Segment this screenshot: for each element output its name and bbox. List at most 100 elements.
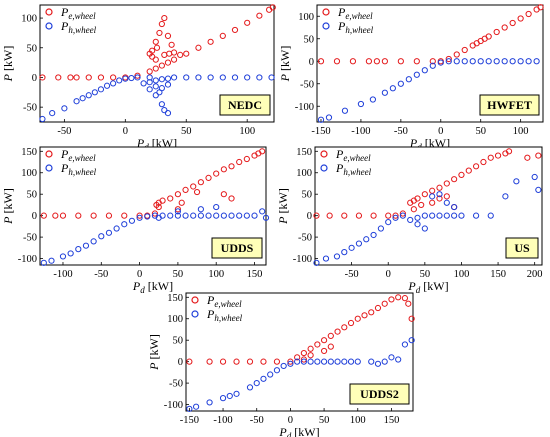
y-tick-label: 100 bbox=[21, 14, 37, 25]
point-h-wheel bbox=[213, 212, 220, 219]
point-e-wheel bbox=[370, 212, 377, 219]
point-h-wheel bbox=[369, 96, 377, 103]
point-h-wheel bbox=[253, 380, 260, 387]
point-e-wheel bbox=[418, 201, 425, 209]
point-h-wheel bbox=[73, 98, 80, 105]
x-tick-label: -100 bbox=[53, 269, 72, 280]
point-e-wheel bbox=[413, 58, 420, 65]
legend-entry: Pe,wheel bbox=[335, 147, 371, 163]
point-h-wheel bbox=[374, 360, 382, 367]
point-h-wheel bbox=[97, 86, 105, 93]
point-h-wheel bbox=[453, 58, 460, 65]
point-h-wheel bbox=[186, 405, 193, 412]
point-h-wheel bbox=[174, 212, 181, 219]
point-e-wheel bbox=[307, 352, 314, 359]
point-e-wheel bbox=[197, 179, 204, 186]
point-h-wheel bbox=[206, 399, 213, 406]
point-h-wheel bbox=[385, 218, 392, 226]
point-h-wheel bbox=[243, 212, 250, 219]
point-h-wheel bbox=[451, 203, 458, 211]
legend-marker bbox=[322, 8, 330, 16]
point-e-wheel bbox=[314, 341, 321, 348]
point-h-wheel bbox=[49, 109, 56, 117]
cycle-label: NEDC bbox=[228, 98, 262, 112]
point-h-wheel bbox=[443, 199, 450, 206]
point-e-wheel bbox=[228, 163, 235, 170]
point-e-wheel bbox=[259, 148, 266, 155]
point-e-wheel bbox=[320, 337, 328, 344]
point-h-wheel bbox=[146, 79, 153, 86]
point-e-wheel bbox=[472, 163, 480, 170]
point-e-wheel bbox=[183, 50, 190, 57]
point-h-wheel bbox=[167, 212, 174, 219]
point-h-wheel bbox=[75, 246, 82, 253]
point-e-wheel bbox=[436, 184, 443, 191]
point-e-wheel bbox=[537, 4, 544, 11]
point-e-wheel bbox=[517, 15, 524, 22]
point-e-wheel bbox=[256, 12, 263, 19]
point-h-wheel bbox=[161, 107, 168, 114]
point-h-wheel bbox=[469, 58, 476, 65]
point-e-wheel bbox=[287, 358, 294, 365]
point-h-wheel bbox=[535, 186, 542, 194]
point-h-wheel bbox=[67, 250, 74, 257]
chart-panel-udds2: -150 -100 -50 0 50 100 150 -100 -50 0 50 100 150 Pe,w… bbox=[147, 292, 415, 437]
point-h-wheel bbox=[207, 74, 214, 81]
point-h-wheel bbox=[421, 212, 428, 219]
point-h-wheel bbox=[197, 212, 204, 219]
point-e-wheel bbox=[236, 158, 243, 166]
y-tick-label: 50 bbox=[27, 190, 38, 201]
point-e-wheel bbox=[524, 154, 531, 161]
point-e-wheel bbox=[260, 358, 267, 365]
point-h-wheel bbox=[170, 74, 178, 81]
point-h-wheel bbox=[401, 341, 409, 348]
point-h-wheel bbox=[116, 77, 123, 84]
point-e-wheel bbox=[443, 180, 450, 187]
point-h-wheel bbox=[190, 212, 197, 219]
point-h-wheel bbox=[405, 76, 412, 83]
cycle-label: UDDS bbox=[221, 241, 254, 255]
point-e-wheel bbox=[174, 191, 181, 198]
point-e-wheel bbox=[170, 49, 178, 56]
point-e-wheel bbox=[159, 197, 166, 204]
point-h-wheel bbox=[388, 354, 395, 361]
cycle-label: US bbox=[514, 241, 530, 255]
point-e-wheel bbox=[193, 188, 201, 196]
chart-panel-hwfet: -150 -100 -50 0 50 100 -100 -50 0 50 100 Pe,wheelPh… bbox=[278, 4, 544, 152]
point-e-wheel bbox=[480, 158, 487, 166]
point-h-wheel bbox=[313, 259, 320, 266]
x-tick-label: 0 bbox=[386, 269, 391, 280]
point-h-wheel bbox=[158, 76, 165, 83]
point-h-wheel bbox=[392, 214, 399, 221]
point-h-wheel bbox=[399, 212, 406, 219]
point-e-wheel bbox=[392, 212, 399, 219]
point-h-wheel bbox=[182, 212, 189, 219]
point-e-wheel bbox=[168, 41, 175, 48]
point-e-wheel bbox=[408, 315, 415, 322]
point-e-wheel bbox=[535, 152, 542, 159]
point-e-wheel bbox=[219, 32, 226, 39]
y-tick-label: -100 bbox=[295, 102, 314, 113]
point-e-wheel bbox=[233, 358, 240, 365]
legend-marker bbox=[45, 164, 53, 172]
y-tick-label: 150 bbox=[296, 147, 312, 158]
point-h-wheel bbox=[320, 358, 328, 365]
legend-entry: Ph,wheel bbox=[60, 161, 97, 177]
point-h-wheel bbox=[354, 358, 361, 365]
point-e-wheel bbox=[195, 44, 202, 51]
point-h-wheel bbox=[381, 89, 388, 96]
x-tick-label: -50 bbox=[94, 269, 108, 280]
legend-entry: Ph,wheel bbox=[337, 19, 374, 35]
point-e-wheel bbox=[300, 356, 307, 363]
y-tick-label: 0 bbox=[178, 357, 183, 368]
x-tick-label: 0 bbox=[123, 126, 128, 137]
point-h-wheel bbox=[82, 242, 90, 249]
y-tick-label: 150 bbox=[21, 147, 37, 158]
point-h-wheel bbox=[509, 58, 516, 65]
point-e-wheel bbox=[243, 155, 250, 163]
point-h-wheel bbox=[260, 375, 267, 382]
point-h-wheel bbox=[429, 193, 436, 200]
point-e-wheel bbox=[244, 19, 251, 26]
point-h-wheel bbox=[134, 74, 141, 81]
